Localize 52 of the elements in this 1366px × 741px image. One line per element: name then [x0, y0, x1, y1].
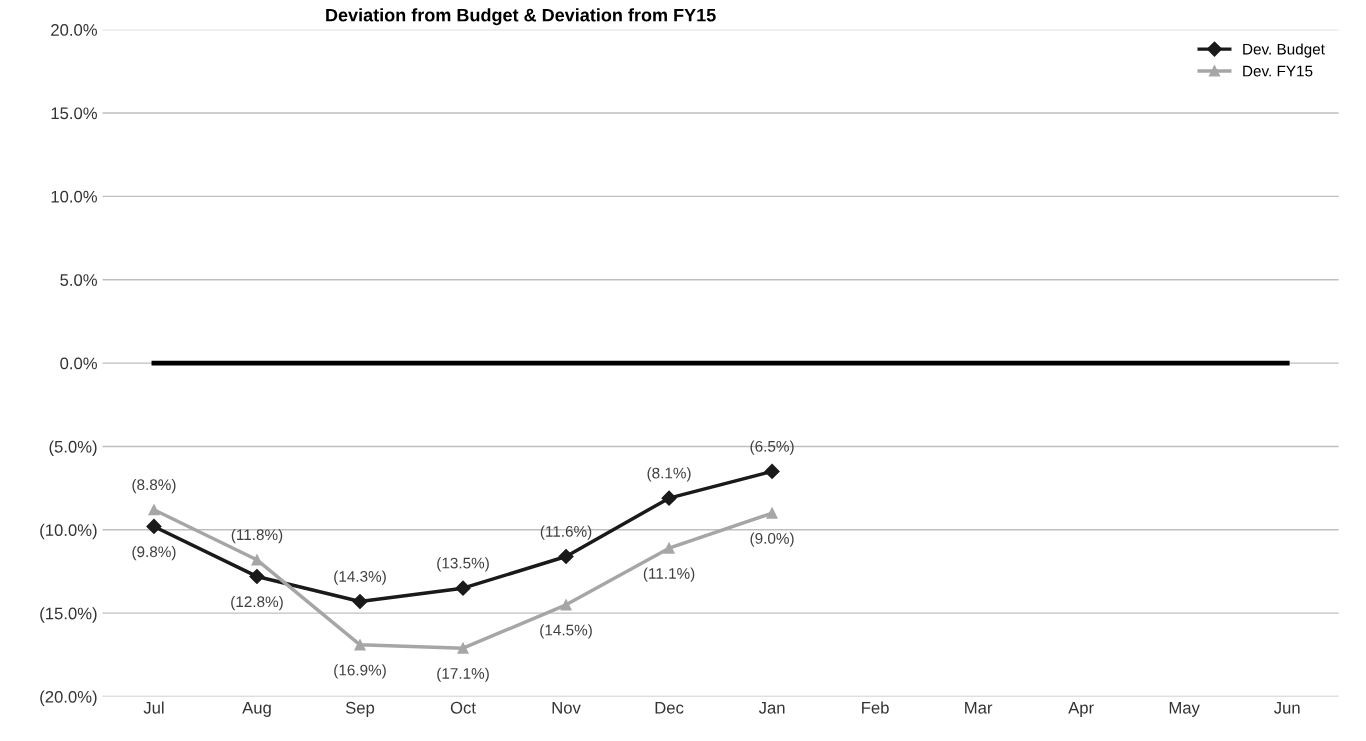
point: [661, 490, 677, 506]
y-tick-label: (15.0%): [40, 607, 97, 623]
y-tick-label: 0.0%: [60, 357, 97, 370]
point: [352, 593, 368, 610]
y-tick-label: (20.0%): [40, 690, 97, 707]
x-tick-label: Mar: [965, 702, 993, 714]
y-tick-label: (5.0%): [49, 440, 97, 456]
data-label: (14.3%): [334, 570, 386, 585]
point: [766, 507, 778, 519]
data-label: (8.8%): [132, 478, 176, 494]
data-label: (9.8%): [132, 545, 176, 561]
data-label: (11.6%): [540, 525, 592, 540]
y-tick-label: 20.0%: [51, 24, 97, 36]
x-tick-label: Feb: [862, 701, 889, 714]
x-tick-label: Dec: [655, 702, 684, 714]
x-tick-label: Jan: [758, 702, 785, 714]
legend-label: Dev. Budget: [1243, 43, 1325, 58]
y-tick-label: (10.0%): [40, 523, 97, 540]
data-label: (14.5%): [540, 624, 592, 639]
point: [558, 548, 574, 565]
x-tick-label: Oct: [450, 701, 476, 714]
point: [663, 542, 675, 554]
x-tick-label: Sep: [345, 701, 375, 717]
data-label: (11.1%): [643, 567, 695, 582]
point: [146, 518, 162, 535]
y-tick-label: 10.0%: [51, 190, 97, 203]
point: [457, 642, 469, 654]
data-label: (9.0%): [750, 532, 794, 547]
data-label: (8.1%): [647, 467, 691, 482]
data-label: (13.5%): [437, 557, 489, 572]
x-tick-label: Aug: [242, 702, 271, 717]
chart-title: Deviation from Budget & Deviation from FY15: [326, 8, 716, 26]
x-tick-label: May: [1169, 702, 1200, 717]
x-tick-label: Apr: [1068, 702, 1094, 717]
data-label: (12.8%): [231, 595, 283, 611]
legend-label: Dev. FY15: [1243, 65, 1313, 77]
point: [249, 568, 265, 585]
y-tick-label: 15.0%: [51, 107, 97, 120]
point: [148, 504, 160, 516]
x-tick-label: Nov: [552, 702, 581, 714]
point: [354, 639, 366, 651]
point: [764, 463, 780, 480]
data-label: (11.8%): [231, 528, 283, 544]
point: [455, 580, 471, 596]
y-tick-label: 5.0%: [60, 274, 97, 286]
x-tick-label: Jul: [143, 701, 164, 714]
data-label: (16.9%): [334, 664, 386, 679]
x-tick-label: Jun: [1274, 702, 1300, 714]
point: [251, 554, 263, 566]
data-label: (17.1%): [437, 667, 489, 682]
data-label: (6.5%): [750, 440, 794, 455]
point: [560, 599, 572, 611]
